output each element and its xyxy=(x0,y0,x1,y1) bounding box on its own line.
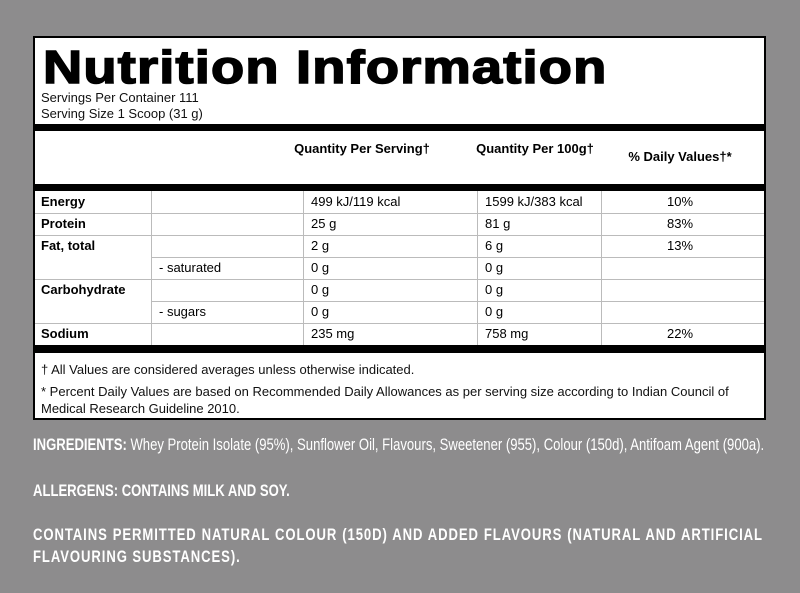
title: Nutrition Information xyxy=(42,40,608,94)
row-label: - sugars xyxy=(159,304,206,319)
row-line xyxy=(35,213,764,214)
per-100g: 0 g xyxy=(485,260,504,275)
per-serving: 235 mg xyxy=(311,326,355,341)
column-header: % Daily Values†* xyxy=(628,149,732,164)
footnote: † All Values are considered averages unl… xyxy=(41,362,415,377)
column-header: Quantity Per Serving† xyxy=(294,141,430,156)
serving-size: Serving Size 1 Scoop (31 g) xyxy=(41,106,203,121)
column-line xyxy=(303,191,304,345)
column-header: Quantity Per 100g† xyxy=(476,141,594,156)
servings: Servings Per Container 111 xyxy=(41,90,199,105)
row-label: - saturated xyxy=(159,260,222,275)
ingredients: INGREDIENTS: Whey Protein Isolate (95%),… xyxy=(33,434,764,456)
daily-value: 22% xyxy=(666,326,694,341)
row-label: Fat, total xyxy=(41,238,96,253)
column-line xyxy=(601,191,602,345)
row-line xyxy=(35,279,764,280)
row-line xyxy=(35,323,764,324)
per-100g: 81 g xyxy=(485,216,511,231)
nutrition-panel: Nutrition Information Servings Per Conta… xyxy=(33,36,766,420)
row-label: Protein xyxy=(41,216,86,231)
ingredients-label: INGREDIENTS: xyxy=(33,435,127,454)
per-100g: 1599 kJ/383 kcal xyxy=(485,194,583,209)
divider xyxy=(35,184,764,191)
per-100g: 6 g xyxy=(485,238,504,253)
daily-value: 83% xyxy=(666,216,694,231)
daily-value: 13% xyxy=(666,238,694,253)
per-100g: 0 g xyxy=(485,304,504,319)
row-line xyxy=(151,257,764,258)
per-serving: 499 kJ/119 kcal xyxy=(311,194,401,209)
per-serving: 0 g xyxy=(311,304,330,319)
ingredients-text: Whey Protein Isolate (95%), Sunflower Oi… xyxy=(126,435,765,454)
note: CONTAINS PERMITTED NATURAL COLOUR (150D)… xyxy=(33,525,763,566)
column-line xyxy=(477,191,478,345)
column-line xyxy=(151,191,152,345)
row-label: Energy xyxy=(41,194,86,209)
row-line xyxy=(35,235,764,236)
footnote: * Percent Daily Values are based on Reco… xyxy=(41,384,729,416)
per-100g: 0 g xyxy=(485,282,504,297)
per-serving: 0 g xyxy=(311,260,330,275)
allergens: ALLERGENS: CONTAINS MILK AND SOY. xyxy=(33,481,290,500)
row-label: Carbohydrate xyxy=(41,282,126,297)
divider xyxy=(35,345,764,353)
per-serving: 0 g xyxy=(311,282,330,297)
per-100g: 758 mg xyxy=(485,326,529,341)
row-label: Sodium xyxy=(41,326,89,341)
divider xyxy=(35,124,764,131)
row-line xyxy=(151,301,764,302)
per-serving: 2 g xyxy=(311,238,330,253)
per-serving: 25 g xyxy=(311,216,337,231)
daily-value: 10% xyxy=(666,194,694,209)
